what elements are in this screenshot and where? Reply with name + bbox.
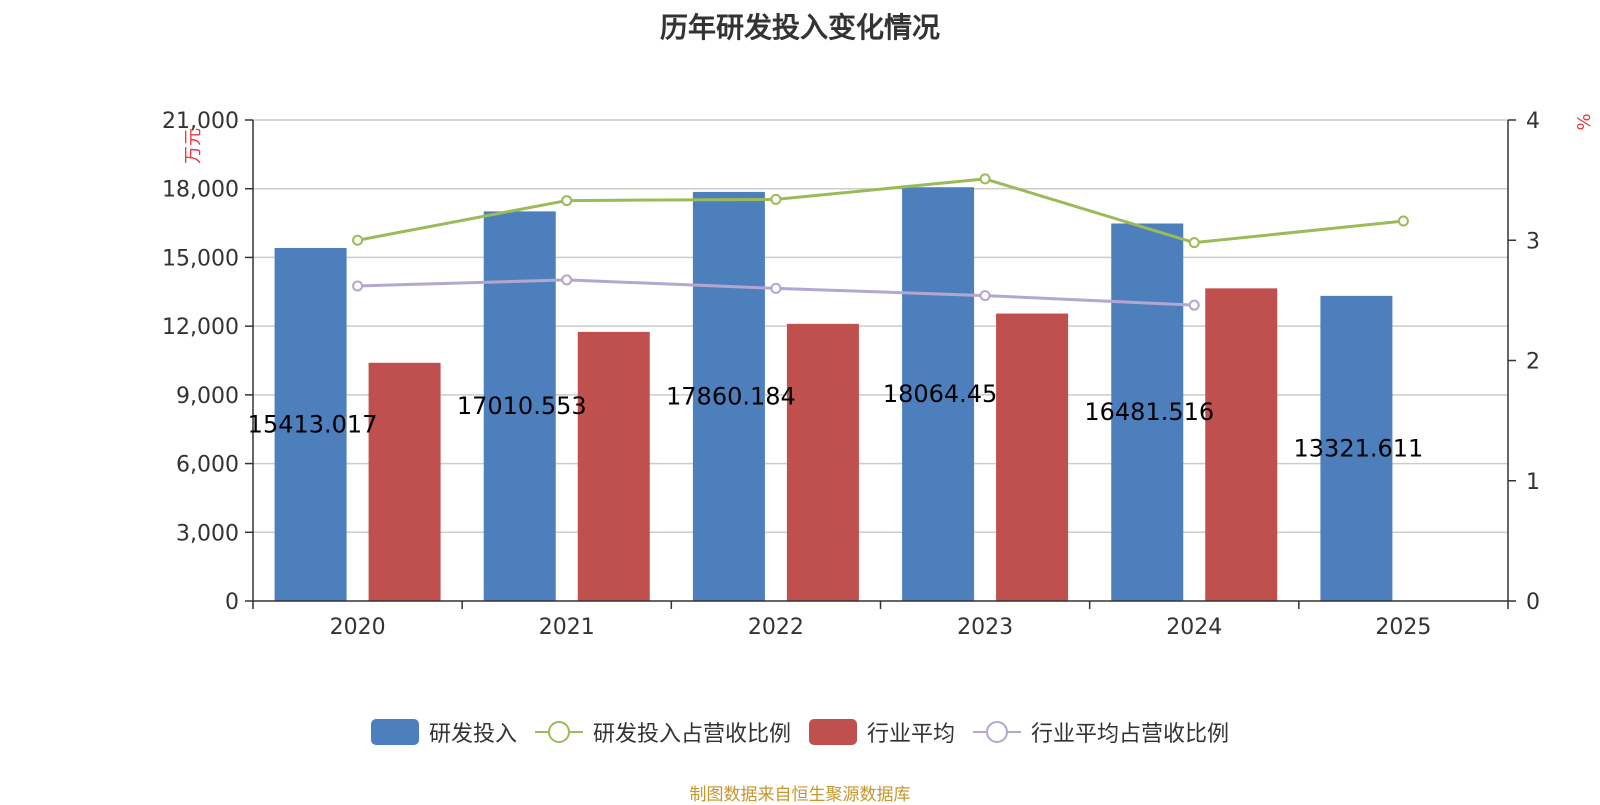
y-left-tick-label: 12,000 bbox=[162, 315, 239, 340]
legend-item-rd-ratio[interactable]: 研发投入占营收比例 bbox=[534, 716, 791, 748]
y-right-tick-label: 2 bbox=[1526, 350, 1540, 375]
legend-item-industry-average[interactable]: 行业平均 bbox=[809, 716, 955, 748]
point-rd-ratio bbox=[561, 195, 573, 207]
point-rd-ratio bbox=[979, 173, 991, 185]
bar-rd-investment bbox=[692, 191, 765, 601]
line-rd-ratio bbox=[357, 177, 1404, 245]
y-left-tick-label: 9,000 bbox=[176, 384, 239, 409]
legend-item-industry-ratio[interactable]: 行业平均占营收比例 bbox=[973, 716, 1229, 748]
legend-label: 研发投入占营收比例 bbox=[592, 722, 791, 747]
data-labels: 15413.017 17010.553 17860.184 18064.45 16481… bbox=[248, 380, 1424, 462]
line-series bbox=[352, 173, 1409, 311]
source-note: 制图数据来自恒生聚源数据库 bbox=[689, 785, 911, 805]
y-left-tick-label: 6,000 bbox=[176, 453, 239, 478]
legend-label: 行业平均 bbox=[867, 722, 956, 747]
bar-industry-average bbox=[1205, 288, 1278, 601]
bar-rd-investment bbox=[274, 247, 347, 602]
y-axis-right-label: % bbox=[1574, 113, 1595, 130]
y-left-tick-label: 15,000 bbox=[162, 246, 239, 271]
point-industry-ratio bbox=[352, 280, 364, 292]
point-industry-ratio bbox=[979, 290, 991, 302]
chart-title: 历年研发投入变化情况 bbox=[659, 11, 940, 44]
grid-lines bbox=[253, 119, 1508, 534]
point-industry-ratio bbox=[770, 282, 782, 294]
x-tick-label: 2025 bbox=[1375, 615, 1431, 640]
y-right-tick-label: 1 bbox=[1526, 470, 1540, 495]
legend-label: 行业平均占营收比例 bbox=[1031, 722, 1230, 747]
x-tick-label: 2022 bbox=[748, 615, 804, 640]
bar-data-label: 17010.553 bbox=[457, 392, 587, 420]
y-left-tick-label: 0 bbox=[225, 590, 239, 615]
axes: 0 3,000 6,000 9,000 12,000 15,000 18,000 21,000… bbox=[162, 109, 1540, 640]
x-tick-label: 2021 bbox=[539, 615, 595, 640]
bar-rd-investment bbox=[1111, 223, 1184, 601]
point-rd-ratio bbox=[1188, 237, 1200, 249]
bar-data-label: 16481.516 bbox=[1084, 398, 1214, 426]
x-tick-label: 2023 bbox=[957, 615, 1013, 640]
bar-series bbox=[274, 187, 1393, 602]
bar-industry-average bbox=[368, 362, 441, 601]
legend-label: 研发投入 bbox=[428, 722, 517, 747]
point-industry-ratio bbox=[561, 274, 573, 286]
bar-rd-investment bbox=[483, 211, 556, 602]
legend-swatch-line bbox=[534, 719, 583, 745]
x-tick-label: 2020 bbox=[330, 615, 386, 640]
y-left-tick-label: 21,000 bbox=[162, 109, 239, 134]
legend: 研发投入 研发投入占营收比例 行业平均 行业平均占营收比例 bbox=[0, 716, 1600, 748]
bar-rd-investment bbox=[902, 187, 975, 601]
y-right-tick-label: 4 bbox=[1526, 109, 1540, 134]
y-left-tick-label: 3,000 bbox=[176, 521, 239, 546]
bar-data-label: 15413.017 bbox=[248, 410, 378, 438]
legend-swatch-bar bbox=[370, 719, 419, 745]
y-axis-left-label: 万元 bbox=[183, 128, 204, 164]
y-left-tick-label: 18,000 bbox=[162, 178, 239, 203]
legend-swatch-bar bbox=[809, 719, 857, 745]
bar-data-label: 18064.45 bbox=[883, 380, 998, 408]
bar-industry-average bbox=[786, 323, 859, 601]
bar-rd-investment bbox=[1320, 295, 1393, 601]
point-industry-ratio bbox=[1188, 299, 1200, 311]
bar-industry-average bbox=[996, 313, 1069, 601]
point-rd-ratio bbox=[352, 234, 364, 246]
x-tick-label: 2024 bbox=[1166, 615, 1222, 640]
y-right-tick-label: 3 bbox=[1526, 229, 1540, 254]
y-right-tick-label: 0 bbox=[1526, 590, 1540, 615]
bar-data-label: 13321.611 bbox=[1294, 434, 1424, 462]
bar-industry-average bbox=[577, 331, 650, 601]
legend-item-rd-investment[interactable]: 研发投入 bbox=[370, 716, 517, 748]
bar-data-label: 17860.184 bbox=[666, 382, 796, 410]
legend-swatch-line bbox=[973, 719, 1022, 745]
point-rd-ratio bbox=[1397, 215, 1409, 227]
point-rd-ratio bbox=[770, 193, 782, 205]
